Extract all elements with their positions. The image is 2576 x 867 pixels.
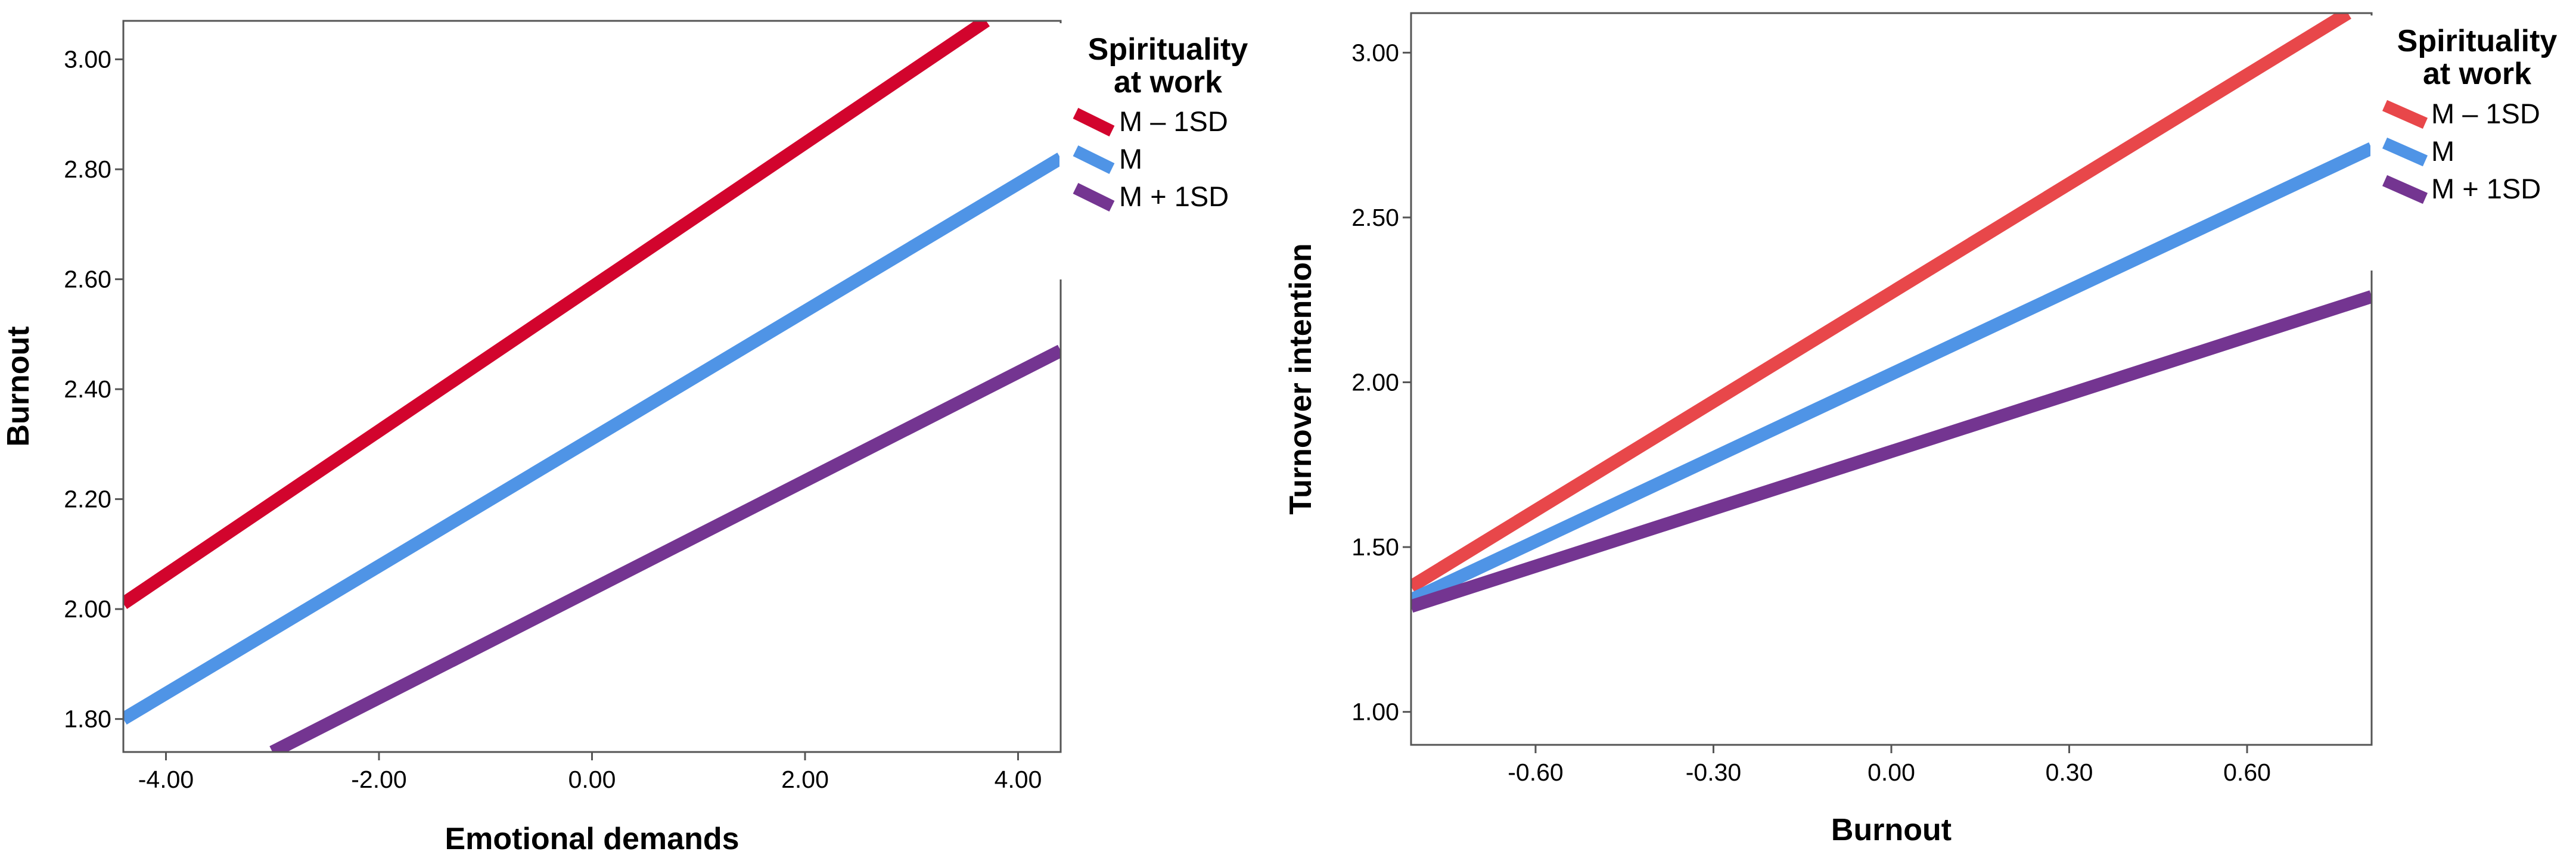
chart-panel-2: -0.60 -0.30 0.00 0.30 0.60 1.00 1.50 2.00 2.50 3.…: [1284, 12, 2575, 847]
series-lines: [123, 21, 1061, 752]
chart-panel-1: -4.00 -2.00 0.00 2.00 4.00 1.80 2.00 2.20 2.40 2.…: [1, 20, 2575, 856]
series-line-1: [123, 21, 990, 610]
x-tick-label: 4.00: [995, 766, 1042, 793]
legend-background: [2370, 15, 2575, 271]
x-tick-label: -4.00: [138, 766, 194, 793]
y-tick-label: 3.00: [64, 46, 111, 73]
legend-swatch-3: [2382, 175, 2428, 204]
x-tick-label: -2.00: [351, 766, 406, 793]
x-tick-label: 0.00: [1867, 759, 1915, 786]
y-tick-label: 2.60: [64, 266, 111, 293]
legend-label-3: M + 1SD: [2431, 173, 2541, 204]
legend-swatch-2: [1073, 145, 1115, 174]
x-tick-label: -0.60: [1508, 759, 1563, 786]
x-axis-title: Burnout: [1831, 813, 1952, 847]
series-line-3: [269, 344, 1061, 752]
legend-label-2: M: [2431, 135, 2454, 167]
y-tick-label: 1.80: [64, 706, 111, 733]
y-tick-label: 1.00: [1351, 698, 1399, 726]
legend-label-3: M + 1SD: [1119, 181, 1229, 212]
y-tick-label: 1.50: [1351, 533, 1399, 561]
y-tick-label: 2.00: [1351, 369, 1399, 396]
legend-label-1: M – 1SD: [1119, 105, 1228, 137]
legend-label-2: M: [1119, 143, 1142, 175]
legend-title: Spirituality: [2397, 24, 2558, 58]
x-tick-label: 0.60: [2223, 759, 2271, 786]
x-tick-label: -0.30: [1686, 759, 1741, 786]
series-line-3: [1411, 290, 2372, 613]
y-tick-label: 2.20: [64, 486, 111, 513]
x-tick-label: 2.00: [781, 766, 829, 793]
y-axis-title: Burnout: [1, 326, 36, 446]
x-axis-title: Emotional demands: [445, 822, 739, 856]
legend-swatch-2: [2382, 137, 2428, 167]
legend-swatch-1: [1073, 108, 1115, 136]
y-tick-label: 2.00: [64, 595, 111, 623]
legend-title: Spirituality: [1088, 32, 1248, 67]
legend-label-1: M – 1SD: [2431, 98, 2540, 129]
series-line-1: [1411, 13, 2351, 592]
x-tick-label: 0.30: [2046, 759, 2093, 786]
series-lines: [1411, 13, 2372, 613]
legend-background: [1059, 23, 2575, 279]
legend-title: at work: [1114, 65, 1222, 100]
series-line-2: [123, 153, 1061, 725]
legend-title: at work: [2423, 57, 2531, 91]
y-tick-label: 2.50: [1351, 204, 1399, 231]
y-tick-label: 3.00: [1351, 39, 1399, 66]
y-tick-label: 2.80: [64, 156, 111, 183]
y-axis-title: Turnover intention: [1284, 243, 1318, 514]
series-line-2: [1411, 142, 2372, 606]
legend-swatch-1: [2382, 100, 2428, 129]
y-tick-label: 2.40: [64, 375, 111, 403]
legend-swatch-3: [1073, 183, 1115, 212]
x-tick-label: 0.00: [568, 766, 616, 793]
